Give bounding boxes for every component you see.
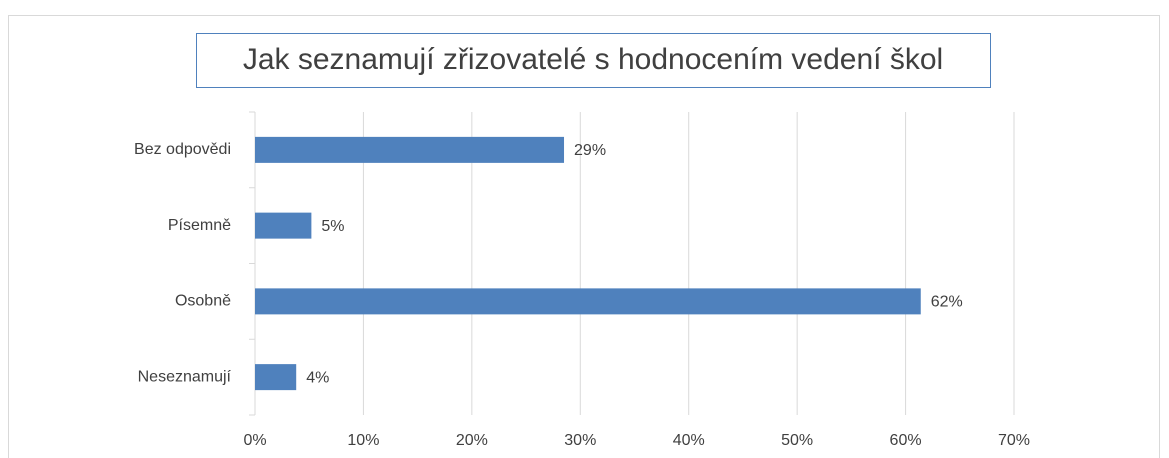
bar xyxy=(255,288,921,315)
y-tick-label: Písemně xyxy=(168,217,231,234)
x-tick-label: 20% xyxy=(456,432,488,449)
x-tick-label: 60% xyxy=(890,432,922,449)
bar xyxy=(255,364,297,391)
x-tick-label: 30% xyxy=(564,432,596,449)
x-tick-label: 70% xyxy=(998,432,1030,449)
chart-title: Jak seznamují zřizovatelé s hodnocením v… xyxy=(243,43,943,76)
chart-border xyxy=(8,15,1160,458)
x-tick-label: 40% xyxy=(673,432,705,449)
y-tick-label: Osobně xyxy=(175,293,231,310)
bar xyxy=(255,136,565,163)
x-tick-label: 0% xyxy=(243,432,266,449)
x-tick-label: 10% xyxy=(347,432,379,449)
data-label: 29% xyxy=(574,142,606,159)
x-tick-label: 50% xyxy=(781,432,813,449)
y-tick-label: Bez odpovědi xyxy=(134,141,231,158)
data-label: 4% xyxy=(306,369,329,386)
data-label: 5% xyxy=(321,218,344,235)
y-tick-label: Neseznamují xyxy=(138,368,232,385)
title-box xyxy=(196,33,991,88)
data-label: 62% xyxy=(931,294,963,311)
bar xyxy=(255,212,312,239)
